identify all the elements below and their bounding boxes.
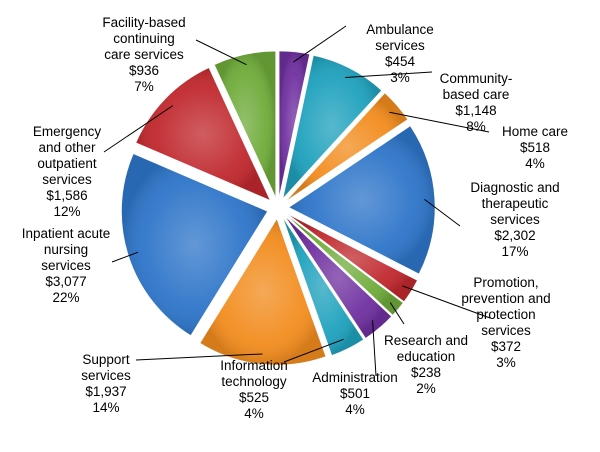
leader-line-information-technology bbox=[283, 338, 344, 363]
label-name-line: therapeutic bbox=[482, 196, 549, 211]
slice-shade-facility-based-continuing-care-services bbox=[214, 51, 276, 198]
label-percent: 2% bbox=[416, 381, 436, 396]
label-name-line: education bbox=[397, 349, 456, 364]
slice-labels: Ambulance services $454 3% Community-based c… bbox=[22, 15, 568, 421]
slice-shade-support-services bbox=[200, 218, 326, 365]
label-percent: 14% bbox=[92, 400, 119, 415]
label-name-line: Emergency bbox=[33, 124, 102, 139]
label-name-line: services bbox=[41, 258, 91, 273]
label-value: $936 bbox=[129, 63, 159, 78]
label-percent: 17% bbox=[501, 244, 528, 259]
label-value: $372 bbox=[491, 339, 521, 354]
slice-shade-emergency-and-other-outpatient-services bbox=[135, 67, 271, 201]
slice-label-administration: Administration $501 4% bbox=[312, 370, 398, 417]
label-name-line: Support bbox=[82, 352, 130, 367]
label-value: $1,586 bbox=[46, 188, 87, 203]
leader-line-inpatient-acute-nursing-services bbox=[111, 251, 139, 263]
slice-label-facility-based-continuing-care-services: Facility-based continuing care services $93… bbox=[102, 15, 185, 94]
label-value: $3,077 bbox=[45, 274, 86, 289]
leader-line-community-based-care bbox=[345, 71, 433, 78]
slice-shade-research-and-education bbox=[286, 215, 404, 316]
label-value: $238 bbox=[411, 365, 441, 380]
label-percent: 7% bbox=[134, 79, 154, 94]
label-value: $2,302 bbox=[494, 228, 535, 243]
leader-line-research-and-education bbox=[389, 302, 405, 325]
label-name-line: nursing bbox=[44, 242, 88, 257]
slice-shade-inpatient-acute-nursing-services bbox=[121, 153, 268, 336]
leader-line-support-services bbox=[135, 353, 263, 361]
label-name-line: Facility-based bbox=[102, 15, 185, 30]
label-name-line: Diagnostic and bbox=[470, 180, 559, 195]
label-name-line: Community- bbox=[440, 71, 513, 86]
label-name-line: protection bbox=[476, 307, 535, 322]
label-percent: 4% bbox=[244, 406, 264, 421]
label-name-line: based care bbox=[443, 87, 510, 102]
label-percent: 8% bbox=[466, 119, 486, 134]
leader-line-emergency-and-other-outpatient-services bbox=[103, 105, 174, 153]
label-value: $1,148 bbox=[455, 103, 496, 118]
label-value: $1,937 bbox=[85, 384, 126, 399]
slice-shade-home-care bbox=[286, 93, 408, 201]
slice-shade-information-technology bbox=[282, 217, 364, 356]
label-name-line: Inpatient acute bbox=[22, 226, 111, 241]
label-value: $501 bbox=[340, 386, 370, 401]
label-name-line: Information bbox=[220, 358, 288, 373]
label-name-line: services bbox=[481, 323, 531, 338]
label-percent: 4% bbox=[345, 402, 365, 417]
slice-label-diagnostic-and-therapeutic-services: Diagnostic and therapeutic services $2,302 1… bbox=[470, 180, 559, 259]
label-name-line: prevention and bbox=[461, 291, 550, 306]
slice-label-ambulance-services: Ambulance services $454 3% bbox=[366, 22, 434, 85]
label-name-line: outpatient bbox=[37, 156, 97, 171]
label-name-line: services bbox=[490, 212, 540, 227]
slice-label-promotion-prevention-and-protection-services: Promotion, prevention and protection servic… bbox=[461, 275, 550, 370]
label-name-line: continuing bbox=[113, 31, 175, 46]
leader-lines bbox=[103, 25, 491, 377]
slice-label-home-care: Home care $518 4% bbox=[502, 124, 568, 171]
label-name-line: Ambulance bbox=[366, 22, 434, 37]
label-name-line: services bbox=[81, 368, 131, 383]
label-name-line: technology bbox=[221, 374, 287, 389]
leader-line-home-care bbox=[389, 111, 490, 133]
label-name-line: and other bbox=[38, 140, 96, 155]
pie-slices bbox=[121, 50, 436, 366]
slice-shade-community-based-care bbox=[283, 55, 382, 199]
label-percent: 3% bbox=[390, 70, 410, 85]
label-value: $454 bbox=[385, 54, 416, 69]
label-name-line: Administration bbox=[312, 370, 398, 385]
leader-line-facility-based-continuing-care-services bbox=[195, 39, 247, 66]
label-value: $518 bbox=[520, 140, 550, 155]
slice-label-support-services: Support services $1,937 14% bbox=[81, 352, 131, 415]
slice-shade-ambulance-services bbox=[279, 51, 310, 198]
label-name-line: Promotion, bbox=[473, 275, 538, 290]
label-name-line: care services bbox=[104, 47, 184, 62]
slice-label-information-technology: Information technology $525 4% bbox=[220, 358, 288, 421]
label-percent: 4% bbox=[525, 156, 545, 171]
label-value: $525 bbox=[239, 390, 269, 405]
leader-line-ambulance-services bbox=[293, 25, 347, 63]
slice-label-emergency-and-other-outpatient-services: Emergency and other outpatient services $1,5… bbox=[33, 124, 102, 219]
slice-shade-administration bbox=[285, 216, 392, 339]
label-name-line: Research and bbox=[384, 333, 468, 348]
slice-shade-diagnostic-and-therapeutic-services bbox=[288, 126, 435, 274]
label-percent: 22% bbox=[52, 290, 79, 305]
label-name-line: services bbox=[42, 172, 92, 187]
leader-line-administration bbox=[372, 320, 377, 377]
label-percent: 3% bbox=[496, 355, 516, 370]
slice-label-inpatient-acute-nursing-services: Inpatient acute nursing services $3,077 22% bbox=[22, 226, 111, 305]
label-percent: 12% bbox=[53, 204, 80, 219]
leader-line-promotion-prevention-and-protection-services bbox=[402, 285, 491, 319]
slice-shade-promotion-prevention-and-protection-services bbox=[287, 213, 418, 302]
label-name-line: Home care bbox=[502, 124, 568, 139]
label-name-line: services bbox=[375, 38, 425, 53]
leader-line-diagnostic-and-therapeutic-services bbox=[424, 198, 461, 227]
slice-label-community-based-care: Community-based care $1,148 8% bbox=[440, 71, 513, 134]
slice-label-research-and-education: Research and education $238 2% bbox=[384, 333, 468, 396]
